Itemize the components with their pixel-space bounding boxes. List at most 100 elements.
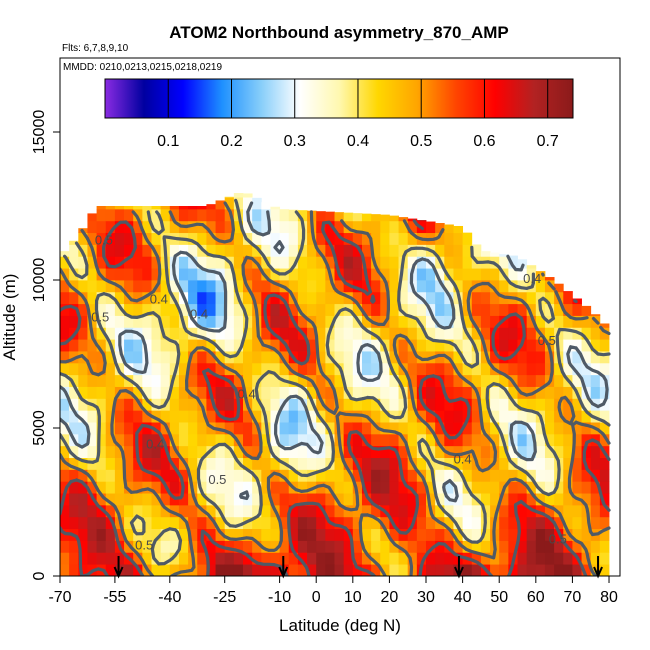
heatmap-cell <box>416 327 427 340</box>
heatmap-cell <box>480 540 491 553</box>
heatmap-cell <box>270 528 281 541</box>
heatmap-cell <box>215 351 226 364</box>
heatmap-cell <box>233 232 244 245</box>
heatmap-cell <box>490 469 500 482</box>
heatmap-cell <box>151 386 162 399</box>
heatmap-cell <box>261 445 271 458</box>
x-tick-label: -70 <box>48 589 71 606</box>
heatmap-cell <box>380 351 390 364</box>
heatmap-cell <box>426 280 436 293</box>
heatmap-cell <box>352 303 363 316</box>
heatmap-cell <box>444 504 454 518</box>
heatmap-cell <box>389 398 399 411</box>
heatmap-cell <box>279 540 290 553</box>
heatmap-cell <box>78 552 88 565</box>
heatmap-cell <box>334 291 345 305</box>
heatmap-cell <box>197 481 207 494</box>
heatmap-cell <box>480 493 491 506</box>
heatmap-cell <box>371 374 381 387</box>
heatmap-cell <box>215 374 226 387</box>
contour-label: 0.4 <box>454 452 472 467</box>
heatmap-cell <box>105 410 116 423</box>
heatmap-cell <box>96 280 107 293</box>
heatmap-cell <box>508 481 518 494</box>
heatmap-cell <box>270 339 281 352</box>
heatmap-cell <box>197 422 207 435</box>
heatmap-cell <box>252 564 262 576</box>
heatmap-cell <box>160 540 171 553</box>
heatmap-cell <box>380 374 390 387</box>
heatmap-cell <box>297 493 308 506</box>
heatmap-cell <box>407 540 418 553</box>
heatmap-cell <box>243 552 253 565</box>
heatmap-cell <box>96 528 107 541</box>
heatmap-cell <box>471 433 482 447</box>
heatmap-cell <box>279 362 290 376</box>
heatmap-cell <box>142 540 152 553</box>
heatmap-cell <box>343 212 354 222</box>
heatmap-cell <box>535 271 546 281</box>
heatmap-cell <box>371 552 381 565</box>
heatmap-cell <box>288 457 299 470</box>
heatmap-cell <box>352 374 363 387</box>
heatmap-cell <box>307 280 317 293</box>
heatmap-cell <box>105 303 116 316</box>
heatmap-cell <box>160 493 171 506</box>
heatmap-cell <box>334 244 345 257</box>
contour-label: 0.4 <box>146 437 164 452</box>
heatmap-cell <box>243 220 253 234</box>
heatmap-cell <box>307 552 317 565</box>
heatmap-cell <box>224 197 235 210</box>
heatmap-cell <box>270 220 281 234</box>
heatmap-cell <box>133 552 143 565</box>
y-tick-label: 0 <box>31 571 48 580</box>
heatmap-cell <box>343 256 354 269</box>
heatmap-cell <box>78 528 88 541</box>
heatmap-cell <box>96 339 107 352</box>
heatmap-cell <box>197 268 207 281</box>
heatmap-cell <box>361 528 372 541</box>
heatmap-cell <box>188 280 198 293</box>
heatmap-cell <box>435 445 445 458</box>
heatmap-cell <box>151 398 162 411</box>
heatmap-cell <box>233 339 244 352</box>
heatmap-cell <box>243 374 253 387</box>
heatmap-cell <box>224 232 235 245</box>
heatmap-cell <box>206 398 216 411</box>
heatmap-cell <box>105 244 116 257</box>
heatmap-cell <box>499 339 509 352</box>
heatmap-cell <box>279 469 290 482</box>
heatmap-cell <box>334 552 345 565</box>
heatmap-cell <box>188 256 198 269</box>
heatmap-cell <box>243 351 253 364</box>
heatmap-cell <box>124 504 134 518</box>
heatmap-cell <box>69 540 79 553</box>
heatmap-cell <box>105 268 116 281</box>
heatmap-cell <box>252 220 262 234</box>
heatmap-cell <box>499 457 509 470</box>
heatmap-cell <box>572 315 582 328</box>
heatmap-cell <box>307 244 317 257</box>
heatmap-cell <box>572 457 582 470</box>
heatmap-cell <box>252 351 262 364</box>
heatmap-cell <box>398 232 409 245</box>
heatmap-cell <box>499 256 509 269</box>
heatmap-cell <box>508 327 518 340</box>
heatmap-cell <box>398 303 409 316</box>
heatmap-cell <box>133 481 143 494</box>
heatmap-cell <box>407 327 418 340</box>
heatmap-cell <box>233 193 244 198</box>
heatmap-cell <box>325 211 335 222</box>
heatmap-cell <box>133 303 143 316</box>
heatmap-cell <box>270 433 281 447</box>
heatmap-cell <box>279 209 290 222</box>
heatmap-cell <box>416 268 427 281</box>
heatmap-cell <box>206 564 216 576</box>
heatmap-cell <box>105 552 116 565</box>
heatmap-cell <box>426 327 436 340</box>
heatmap-cell <box>544 540 555 553</box>
heatmap-cell <box>124 327 134 340</box>
heatmap-cell <box>462 351 473 364</box>
heatmap-cell <box>224 315 235 328</box>
heatmap-cell <box>133 362 143 376</box>
